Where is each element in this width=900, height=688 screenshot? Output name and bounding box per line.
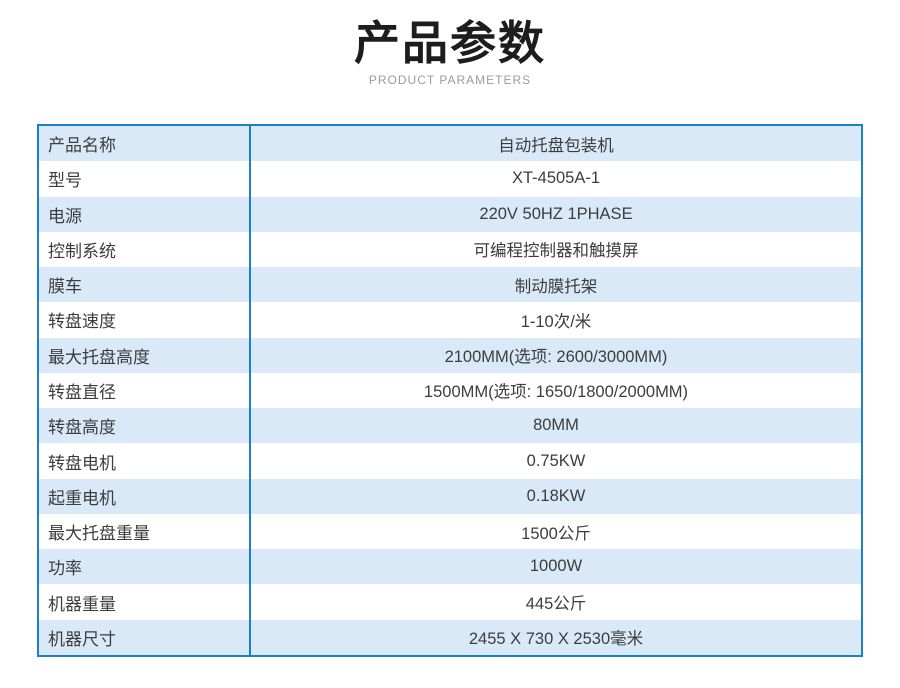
- row-label: 转盘高度: [39, 408, 251, 444]
- table-row: 产品名称 自动托盘包装机: [39, 126, 861, 162]
- row-label: 电源: [39, 196, 251, 232]
- row-label: 转盘电机: [39, 443, 251, 479]
- row-value: 2455 X 730 X 2530毫米: [468, 630, 644, 649]
- row-value: 445公斤: [525, 595, 587, 614]
- table-row: 转盘电机 0.75KW: [39, 443, 861, 479]
- row-label: 转盘速度: [39, 302, 251, 338]
- row-label: 膜车: [39, 267, 251, 303]
- page-title: 产品参数: [354, 17, 546, 69]
- row-value: 自动托盘包装机: [498, 136, 614, 155]
- table-row: 转盘高度 80MM: [39, 408, 861, 444]
- table-row: 转盘速度 1-10次/米: [39, 302, 861, 338]
- table-row: 型号 XT-4505A-1: [39, 161, 861, 197]
- row-label: 机器尺寸: [39, 619, 251, 655]
- table-row: 膜车 制动膜托架: [39, 267, 861, 303]
- row-value: 1-10次/米: [520, 312, 592, 331]
- page-header: 产品参数 PRODUCT PARAMETERS: [0, 0, 900, 87]
- table-row: 最大托盘重量 1500公斤: [39, 513, 861, 550]
- spec-table: 产品名称 自动托盘包装机型号 XT-4505A-1 电源 220V 50HZ 1PHAS…: [37, 124, 863, 657]
- row-label: 最大托盘重量: [39, 513, 251, 550]
- table-row: 控制系统 可编程控制器和触摸屏: [39, 231, 861, 268]
- row-value: 可编程控制器和触摸屏: [473, 242, 639, 261]
- row-label: 控制系统: [39, 231, 251, 268]
- row-value: 0.18KW: [526, 486, 586, 505]
- row-value: 2100MM(选项: 2600/3000MM): [444, 348, 668, 367]
- page-subtitle: PRODUCT PARAMETERS: [368, 73, 532, 88]
- row-label: 起重电机: [39, 478, 251, 514]
- table-row: 最大托盘高度 2100MM(选项: 2600/3000MM): [39, 337, 861, 373]
- table-row: 起重电机 0.18KW: [39, 478, 861, 514]
- row-value: 1500公斤: [521, 524, 591, 543]
- row-label: 最大托盘高度: [39, 337, 251, 373]
- row-label: 产品名称: [39, 126, 251, 162]
- row-label: 转盘直径: [39, 372, 251, 409]
- row-label: 型号: [39, 161, 251, 197]
- row-value: XT-4505A-1: [511, 169, 601, 188]
- row-label: 功率: [39, 549, 251, 585]
- row-value: 制动膜托架: [514, 277, 598, 296]
- table-row: 功率 1000W: [39, 549, 861, 585]
- row-value: 1000W: [529, 557, 583, 576]
- row-value: 80MM: [533, 416, 579, 435]
- table-row: 机器尺寸 2455 X 730 X 2530毫米: [39, 619, 861, 655]
- table-row: 转盘直径 1500MM(选项: 1650/1800/2000MM): [39, 372, 861, 409]
- row-value: 1500MM(选项: 1650/1800/2000MM): [423, 383, 689, 402]
- row-label: 机器重量: [39, 584, 251, 620]
- table-row: 电源 220V 50HZ 1PHASE: [39, 196, 861, 232]
- table-row: 机器重量 445公斤: [39, 584, 861, 620]
- row-value: 0.75KW: [526, 451, 586, 470]
- row-value: 220V 50HZ 1PHASE: [479, 204, 633, 223]
